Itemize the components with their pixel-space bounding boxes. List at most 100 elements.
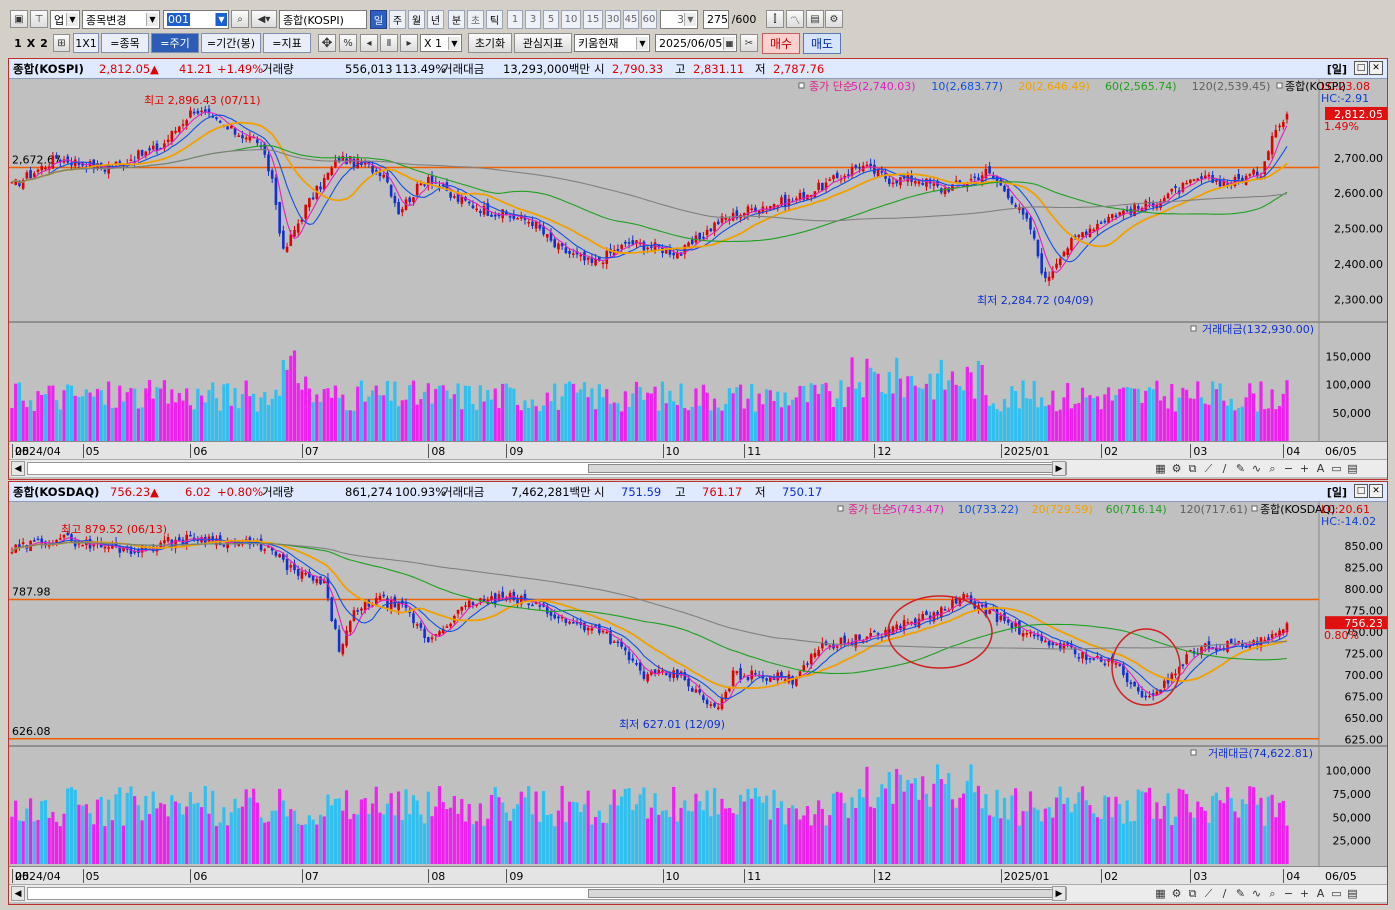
- tool-wave-icon[interactable]: ∿: [1251, 462, 1262, 475]
- interval-select[interactable]: 3 ▼: [660, 10, 698, 29]
- date-input[interactable]: 2025/06/05 ▦: [655, 34, 737, 52]
- kosdaq-chart-panel: 종합(KOSDAQ) 756.23 ▲ 6.02 +0.80% 거래량 861,…: [8, 481, 1388, 905]
- market-select[interactable]: 업 ▼: [50, 10, 80, 29]
- kospi-scroll-track[interactable]: [27, 462, 1067, 475]
- interval-3[interactable]: 3: [525, 10, 541, 29]
- interval-5[interactable]: 5: [543, 10, 559, 29]
- interval-1[interactable]: 1: [507, 10, 523, 29]
- tool-table-icon[interactable]: ▦: [1155, 887, 1166, 900]
- maximize-icon[interactable]: □: [1354, 484, 1368, 498]
- zoom-in-icon[interactable]: +: [1299, 462, 1310, 475]
- period-second[interactable]: 초: [467, 10, 484, 29]
- period-link-button[interactable]: =주기: [151, 33, 199, 53]
- interval-60[interactable]: 60: [641, 10, 657, 29]
- scroll-left-icon[interactable]: ◀: [11, 461, 25, 476]
- interval-45[interactable]: 45: [623, 10, 639, 29]
- pause-icon[interactable]: Ⅱ: [380, 34, 398, 52]
- buy-button[interactable]: 매수: [762, 33, 800, 54]
- grid-icon[interactable]: ⊞: [53, 34, 70, 52]
- kosdaq-chart-svg[interactable]: 787.98 626.08 850.00 825.00 800.00 775.00 750.…: [9, 502, 1387, 866]
- prev-icon[interactable]: ◂: [360, 34, 378, 52]
- tool-pen-icon[interactable]: ✎: [1235, 462, 1246, 475]
- period-year[interactable]: 년: [427, 10, 444, 29]
- change-stock-select[interactable]: 종목변경 ▼: [82, 10, 160, 29]
- tool-copy-icon[interactable]: ⧉: [1188, 886, 1197, 900]
- indicator-link-button[interactable]: =지표: [263, 33, 311, 53]
- zoom-in-icon[interactable]: +: [1299, 887, 1310, 900]
- tool-line-icon[interactable]: ∕: [1222, 887, 1227, 900]
- search-icon[interactable]: ⌕: [231, 10, 249, 28]
- gear-icon[interactable]: ⚙: [825, 10, 843, 28]
- period-minute[interactable]: 분: [448, 10, 465, 29]
- font-icon[interactable]: A: [1316, 462, 1325, 475]
- kosdaq-scroll-thumb[interactable]: [588, 889, 1058, 898]
- interval-30[interactable]: 30: [605, 10, 621, 29]
- save-icon[interactable]: ▤: [806, 10, 824, 28]
- tool-copy-icon[interactable]: ⧉: [1188, 461, 1197, 475]
- period-tick[interactable]: 틱: [486, 10, 503, 29]
- zoom-out-icon[interactable]: −: [1283, 462, 1294, 475]
- kospi-chart-svg[interactable]: 2,672.67 2,700.002,600.002,500.002,400.00…: [9, 79, 1387, 443]
- tool-print-icon[interactable]: ▤: [1347, 887, 1358, 900]
- tool-settings-icon[interactable]: ⚙: [1171, 462, 1182, 475]
- scroll-left-icon[interactable]: ◀: [11, 886, 25, 901]
- maximize-icon[interactable]: □: [1354, 61, 1368, 75]
- close-icon[interactable]: ✕: [1369, 61, 1383, 75]
- candle-body: [1155, 691, 1159, 695]
- tool-pen-icon[interactable]: ✎: [1235, 887, 1246, 900]
- layout-1[interactable]: 1: [14, 36, 22, 50]
- kosdaq-scroll-track[interactable]: [27, 887, 1067, 900]
- tool-search-icon[interactable]: ⌕: [1269, 461, 1276, 475]
- kiwoom-now-select[interactable]: 키움현재 ▼: [574, 34, 650, 52]
- scroll-right-icon[interactable]: ▶: [1052, 886, 1066, 901]
- volume-bar: [939, 359, 943, 441]
- tool-line-icon[interactable]: ∕: [1222, 462, 1227, 475]
- reset-button[interactable]: 초기화: [468, 33, 512, 53]
- interval-15[interactable]: 15: [583, 10, 603, 29]
- zoom-select[interactable]: X 1 ▼: [420, 34, 462, 52]
- period-week[interactable]: 주: [389, 10, 406, 29]
- sell-button[interactable]: 매도: [803, 33, 841, 54]
- zoom-out-icon[interactable]: −: [1283, 887, 1294, 900]
- stock-link-button[interactable]: =종목: [101, 33, 149, 53]
- tool-settings-icon[interactable]: ⚙: [1171, 887, 1182, 900]
- close-icon[interactable]: ✕: [1369, 484, 1383, 498]
- window-layout-icon[interactable]: ▣: [10, 10, 28, 28]
- tool-print-icon[interactable]: ▤: [1347, 462, 1358, 475]
- pin-icon[interactable]: ⊤: [30, 10, 48, 28]
- tool-box-icon[interactable]: ▭: [1331, 462, 1342, 475]
- period-day[interactable]: 일: [370, 10, 387, 29]
- scissors-icon[interactable]: ✂: [740, 34, 758, 52]
- interval-10[interactable]: 10: [561, 10, 581, 29]
- next-icon[interactable]: ▸: [400, 34, 418, 52]
- kospi-scroll-thumb[interactable]: [588, 464, 1058, 473]
- code-input[interactable]: 001 ▼: [163, 10, 229, 29]
- volume-bar: [958, 797, 962, 864]
- one-by-one-button[interactable]: 1X1: [73, 33, 99, 53]
- volume-bar: [657, 814, 661, 864]
- volume-bar: [1285, 380, 1289, 441]
- tool-table-icon[interactable]: ▦: [1155, 462, 1166, 475]
- tool-search-icon[interactable]: ⌕: [1269, 886, 1276, 900]
- scroll-right-icon[interactable]: ▶: [1052, 461, 1066, 476]
- candle-body: [274, 551, 278, 556]
- layout-x[interactable]: X: [26, 36, 36, 50]
- candle-type-icon[interactable]: ⫿: [766, 10, 784, 28]
- line-chart-icon[interactable]: 〽: [786, 10, 804, 28]
- volume-bar: [954, 807, 958, 864]
- range-link-button[interactable]: =기간(봉): [201, 33, 261, 53]
- tool-wave-icon[interactable]: ∿: [1251, 887, 1262, 900]
- volume-bar: [1129, 388, 1133, 441]
- tool-trend-icon[interactable]: ⟋: [1204, 461, 1213, 475]
- tool-trend-icon[interactable]: ⟋: [1204, 886, 1213, 900]
- move-icon[interactable]: ✥: [318, 34, 336, 52]
- count-input[interactable]: 275: [703, 10, 729, 29]
- tool-box-icon[interactable]: ▭: [1331, 887, 1342, 900]
- layout-2[interactable]: 2: [40, 36, 48, 50]
- percent-icon[interactable]: %: [339, 34, 357, 52]
- speaker-icon[interactable]: ◀▾: [251, 10, 277, 28]
- font-icon[interactable]: A: [1316, 887, 1325, 900]
- watch-indicator-button[interactable]: 관심지표: [514, 33, 572, 53]
- candle-body: [1211, 175, 1214, 183]
- period-month[interactable]: 월: [408, 10, 425, 29]
